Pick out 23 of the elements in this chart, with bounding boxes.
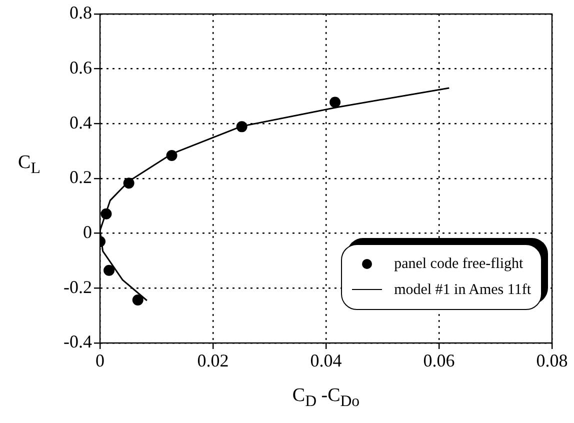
x-tick-label: 0.04 [310, 350, 342, 371]
legend-label: model #1 in Ames 11ft [394, 282, 531, 298]
point [123, 178, 134, 189]
point [236, 121, 248, 132]
x-tick-label: 0.06 [423, 350, 455, 371]
point [330, 96, 341, 108]
x-tick-label: 0.08 [536, 350, 568, 371]
y-tick-label: 0.8 [70, 2, 92, 23]
x-axis-title: C$_{D}$ -C$_{Do}$ [291, 385, 361, 411]
y-tick-label: 0.6 [70, 58, 92, 78]
y-tick-label: 0.4 [70, 112, 92, 132]
x-tick-label: 0 [96, 350, 104, 371]
x-tick-label: 0.02 [197, 350, 229, 371]
legend-label: panel code free-flight [394, 256, 524, 272]
point [166, 150, 178, 161]
y-tick-label: -0.2 [64, 276, 92, 297]
point [132, 294, 144, 306]
point [100, 208, 112, 220]
y-axis-title: C$_{L}$ [18, 152, 40, 178]
y-tick-label: 0 [83, 222, 92, 242]
y-tick-label: 0.2 [70, 167, 92, 188]
point [104, 264, 115, 276]
y-tick-label: -0.4 [64, 332, 92, 352]
